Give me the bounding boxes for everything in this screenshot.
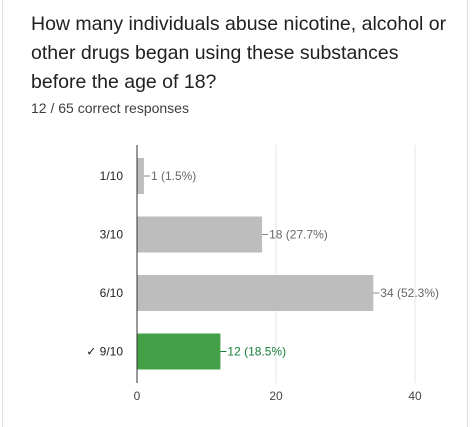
bar-3 bbox=[137, 333, 221, 370]
category-label-0: 1/10 bbox=[100, 169, 124, 183]
bar-0 bbox=[137, 158, 144, 194]
x-tick-label-2: 40 bbox=[408, 389, 422, 403]
category-label-1: 3/10 bbox=[100, 228, 124, 242]
data-label-3: 12 (18.5%) bbox=[227, 345, 286, 359]
data-label-1: 18 (27.7%) bbox=[269, 228, 328, 242]
bar-2 bbox=[137, 275, 374, 311]
correct-responses-summary: 12 / 65 correct responses bbox=[31, 100, 189, 116]
question-title: How many individuals abuse nicotine, alc… bbox=[31, 13, 447, 93]
bar-1 bbox=[137, 216, 263, 253]
data-label-0: 1 (1.5%) bbox=[151, 169, 196, 183]
x-tick-label-0: 0 bbox=[134, 389, 141, 403]
category-label-2: 6/10 bbox=[100, 286, 124, 300]
category-label-3: ✓ 9/10 bbox=[86, 345, 123, 359]
x-tick-label-1: 20 bbox=[269, 389, 283, 403]
data-label-2: 34 (52.3%) bbox=[380, 286, 439, 300]
